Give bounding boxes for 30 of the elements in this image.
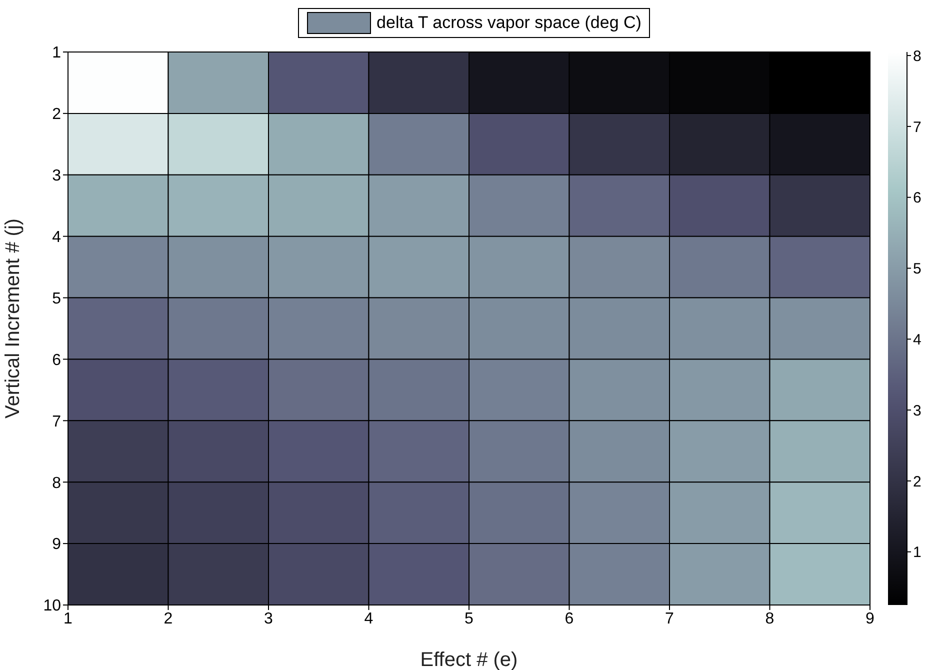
- y-tick-label: 4: [52, 229, 62, 246]
- x-axis-title: Effect # (e): [420, 649, 518, 670]
- x-tick-label: 2: [164, 610, 173, 628]
- x-tick-label: 3: [264, 610, 274, 628]
- y-tick-label: 9: [52, 536, 62, 554]
- x-tick-label: 4: [364, 610, 374, 628]
- y-tick-label: 7: [52, 413, 62, 430]
- x-tick-label: 7: [665, 610, 674, 628]
- color-bar-label: 2: [913, 473, 922, 490]
- x-tick-label: 6: [564, 610, 574, 628]
- color-bar-label: 1: [913, 544, 922, 562]
- y-tick-label: 6: [52, 352, 62, 369]
- x-tick-label: 9: [866, 610, 875, 628]
- y-axis-title: Vertical Increment # (j): [2, 218, 24, 418]
- color-bar-label: 6: [913, 190, 922, 207]
- y-tick-label: 10: [43, 598, 62, 615]
- y-tick-label: 2: [52, 106, 62, 124]
- y-tick-label: 5: [52, 290, 62, 308]
- color-bar-label: 3: [913, 402, 922, 420]
- y-tick-label: 3: [52, 168, 62, 185]
- color-bar-label: 5: [913, 260, 922, 278]
- y-tick-label: 8: [52, 474, 62, 492]
- legend-title: delta T across vapor space (deg C): [376, 13, 642, 33]
- x-tick-label: 5: [464, 610, 474, 628]
- x-tick-label: 8: [765, 610, 774, 628]
- color-bar-label: 7: [913, 118, 922, 136]
- y-tick-label: 1: [52, 44, 62, 62]
- color-bar-label: 8: [913, 48, 922, 65]
- x-tick-label: 1: [64, 610, 73, 628]
- color-bar-label: 4: [913, 331, 922, 348]
